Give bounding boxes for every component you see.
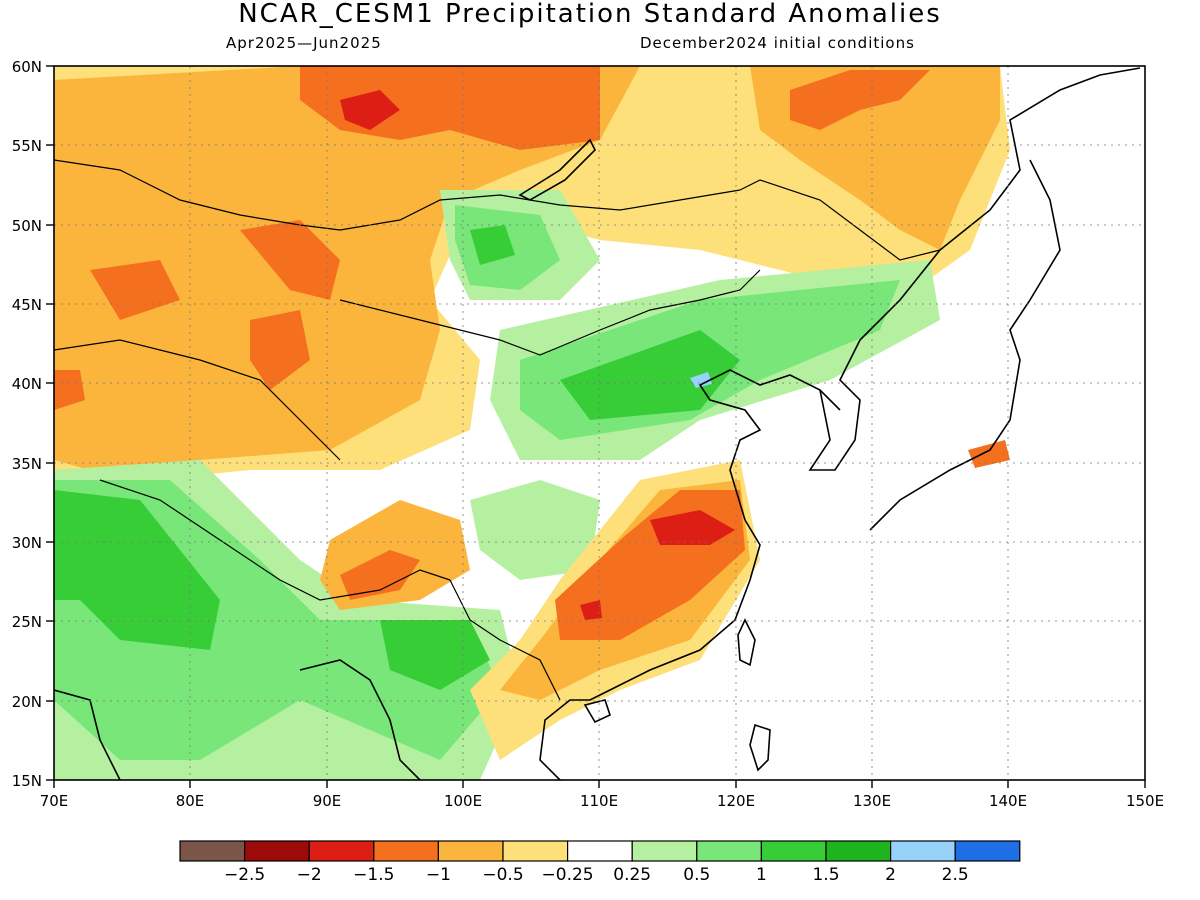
initial-conditions: December2024 initial conditions (640, 34, 915, 52)
lon-label: 100E (444, 792, 482, 810)
colorbar-swatch (954, 840, 1021, 862)
colorbar-swatch (825, 840, 892, 862)
colorbar-legend (179, 840, 1021, 862)
dry-anomaly-yangtze-core (650, 510, 735, 545)
border-russia-mongolia (339, 189, 741, 231)
coastline-bohai (698, 369, 841, 521)
island-luzon (749, 723, 771, 772)
lon-label: 140E (989, 792, 1027, 810)
colorbar-swatch (889, 840, 956, 862)
colorbar-tick-label: 2 (885, 865, 896, 885)
coastline-russia-pacific (939, 67, 1141, 251)
lon-label: 110E (580, 792, 618, 810)
colorbar-tick-label: 0.5 (683, 865, 710, 885)
colorbar-labels: −2.5 −2 −1.5 −1 −0.5 −0.25 0.25 0.5 1 1.5 2 2.5 (224, 865, 969, 885)
wet-anomaly-beijing (690, 372, 712, 388)
coastline-india (54, 689, 121, 780)
wet-anomaly-bay-of-bengal (380, 620, 490, 690)
colorbar-swatch (502, 840, 569, 862)
gridlines (54, 66, 1145, 780)
colorbar-tick-label: −2.5 (224, 865, 265, 885)
colorbar-swatch (566, 840, 633, 862)
wet-anomaly-mongolia-peak (470, 225, 515, 265)
colorbar-swatch (373, 840, 439, 862)
wet-anomaly-north-china (560, 330, 740, 420)
colorbar-swatch (631, 840, 698, 862)
colorbar-swatch (696, 840, 762, 862)
colorbar-tick-label: −0.5 (482, 865, 523, 885)
colorbar-swatch (179, 840, 246, 862)
coastline-east-asia (539, 519, 761, 780)
colorbar-tick-label: −0.25 (542, 865, 594, 885)
border-kazakh-russia (54, 159, 341, 231)
lat-label: 35N (12, 455, 42, 473)
colorbar-tick-label: −2 (297, 865, 322, 885)
map-title: NCAR_CESM1 Precipitation Standard Anomal… (238, 0, 942, 29)
lat-label: 25N (12, 613, 42, 631)
colorbar-swatch (760, 840, 827, 862)
wet-anomaly-india (54, 490, 220, 650)
dry-anomaly-central (250, 310, 310, 390)
dry-anomaly-south-peak (580, 600, 602, 620)
lon-label: 90E (313, 792, 342, 810)
coastline-japan (869, 159, 1061, 531)
dry-anomaly-mongolia (300, 66, 600, 150)
coastline-korea (808, 249, 941, 471)
colorbar-tick-label: 1.5 (812, 865, 839, 885)
border-china-mongolia (339, 269, 761, 356)
border-himalaya (99, 479, 451, 601)
longitude-labels: 70E 80E 90E 100E 110E 120E 130E 140E 150… (40, 792, 1164, 810)
colorbar-tick-label: 1 (756, 865, 767, 885)
dry-anomaly-japan (968, 440, 1010, 468)
dry-region-north-core (54, 66, 640, 470)
lon-label: 80E (176, 792, 205, 810)
border-china-russia-ne (739, 179, 941, 261)
colorbar-tick-label: −1.5 (353, 865, 394, 885)
dry-anomaly-tibet-south (340, 550, 420, 600)
dry-anomaly-mongolia-core (340, 90, 400, 130)
anomaly-field (54, 66, 1010, 780)
lat-label: 20N (12, 693, 42, 711)
lon-label: 130E (853, 792, 891, 810)
lat-label: 15N (12, 772, 42, 790)
colorbar-tick-label: 2.5 (942, 865, 969, 885)
coastlines (54, 67, 1141, 780)
lat-label: 60N (12, 58, 42, 76)
latitude-labels: 60N 55N 50N 45N 40N 35N 30N 25N 20N 15N (12, 58, 42, 790)
island-hainan (583, 699, 611, 724)
lat-label: 50N (12, 217, 42, 235)
dry-anomaly-kazakh (240, 220, 340, 300)
lat-label: 30N (12, 534, 42, 552)
lon-label: 150E (1126, 792, 1164, 810)
lat-label: 40N (12, 375, 42, 393)
coastline-indochina (299, 659, 421, 780)
colorbar-swatch (308, 840, 375, 862)
island-taiwan (737, 618, 756, 667)
wet-region-tibet-east (470, 480, 600, 580)
dry-anomaly-southwest-edge (54, 370, 85, 410)
valid-period: Apr2025—Jun2025 (226, 34, 382, 52)
lat-label: 45N (12, 296, 42, 314)
colorbar-tick-label: −1 (426, 865, 451, 885)
lat-label: 55N (12, 137, 42, 155)
colorbar-swatch (244, 840, 310, 862)
border-central-asia (54, 339, 341, 461)
colorbar-tick-label: 0.25 (613, 865, 651, 885)
tick-marks (46, 65, 1146, 788)
lon-label: 120E (717, 792, 755, 810)
colorbar-swatch (437, 840, 504, 862)
lon-label: 70E (40, 792, 69, 810)
dry-anomaly-west (90, 260, 180, 320)
dry-anomaly-ne-core (790, 70, 930, 130)
